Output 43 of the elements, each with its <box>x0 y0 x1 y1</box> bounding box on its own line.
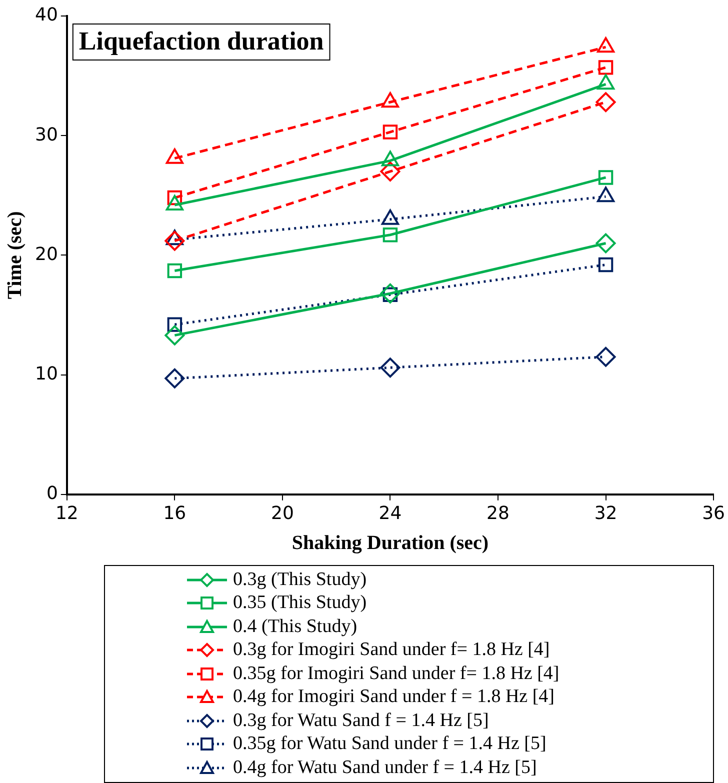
point <box>167 317 182 332</box>
legend-label: 0.4g for Watu Sand under f = 1.4 Hz [5] <box>233 756 537 779</box>
point <box>596 233 616 254</box>
x-tick-label: 36 <box>702 502 725 524</box>
y-tick-label: 20 <box>35 244 58 265</box>
point <box>380 358 400 378</box>
point <box>596 37 615 53</box>
legend-label: 0.35 (This Study) <box>233 592 367 614</box>
x-axis-title: Shaking Duration (sec) <box>292 532 489 554</box>
y-tick-label: 0 <box>46 483 58 504</box>
x-tick-label: 28 <box>486 502 510 524</box>
point <box>381 92 400 108</box>
y-tick-label: 40 <box>35 4 58 26</box>
legend-label: 0.35g for Imogiri Sand under f= 1.8 Hz [4] <box>233 662 560 685</box>
legend-label: 0.4g for Imogiri Sand under f = 1.8 Hz [4] <box>233 686 555 708</box>
x-tick-label: 20 <box>271 502 294 524</box>
point <box>380 283 400 304</box>
y-tick-label: 10 <box>35 363 58 384</box>
y-axis-title: Time (sec) <box>4 211 26 300</box>
point <box>164 368 185 388</box>
legend-label: 0.4 (This Study) <box>233 616 358 638</box>
point <box>598 60 614 75</box>
legend-label: 0.35g for Watu Sand under f = 1.4 Hz [5] <box>233 733 546 756</box>
point <box>164 325 185 346</box>
point <box>167 263 182 278</box>
point <box>598 170 614 185</box>
x-tick-label: 12 <box>55 502 78 524</box>
y-tick-label: 30 <box>35 124 58 146</box>
point <box>596 74 615 90</box>
point <box>382 124 398 140</box>
legend-label: 0.3g for Imogiri Sand under f= 1.8 Hz [4] <box>233 639 550 662</box>
point <box>380 161 400 182</box>
legend-label: 0.3g for Watu Sand f = 1.4 Hz [5] <box>233 710 489 732</box>
x-tick-label: 16 <box>163 502 186 524</box>
x-tick-label: 32 <box>594 502 618 524</box>
point <box>596 92 616 112</box>
chart-title: Liquefaction duration <box>78 26 324 56</box>
point <box>596 346 616 367</box>
x-tick-label: 24 <box>378 502 402 524</box>
legend-label: 0.3g (This Study) <box>233 568 367 591</box>
point <box>164 230 185 251</box>
point <box>382 228 398 242</box>
point <box>598 257 614 272</box>
